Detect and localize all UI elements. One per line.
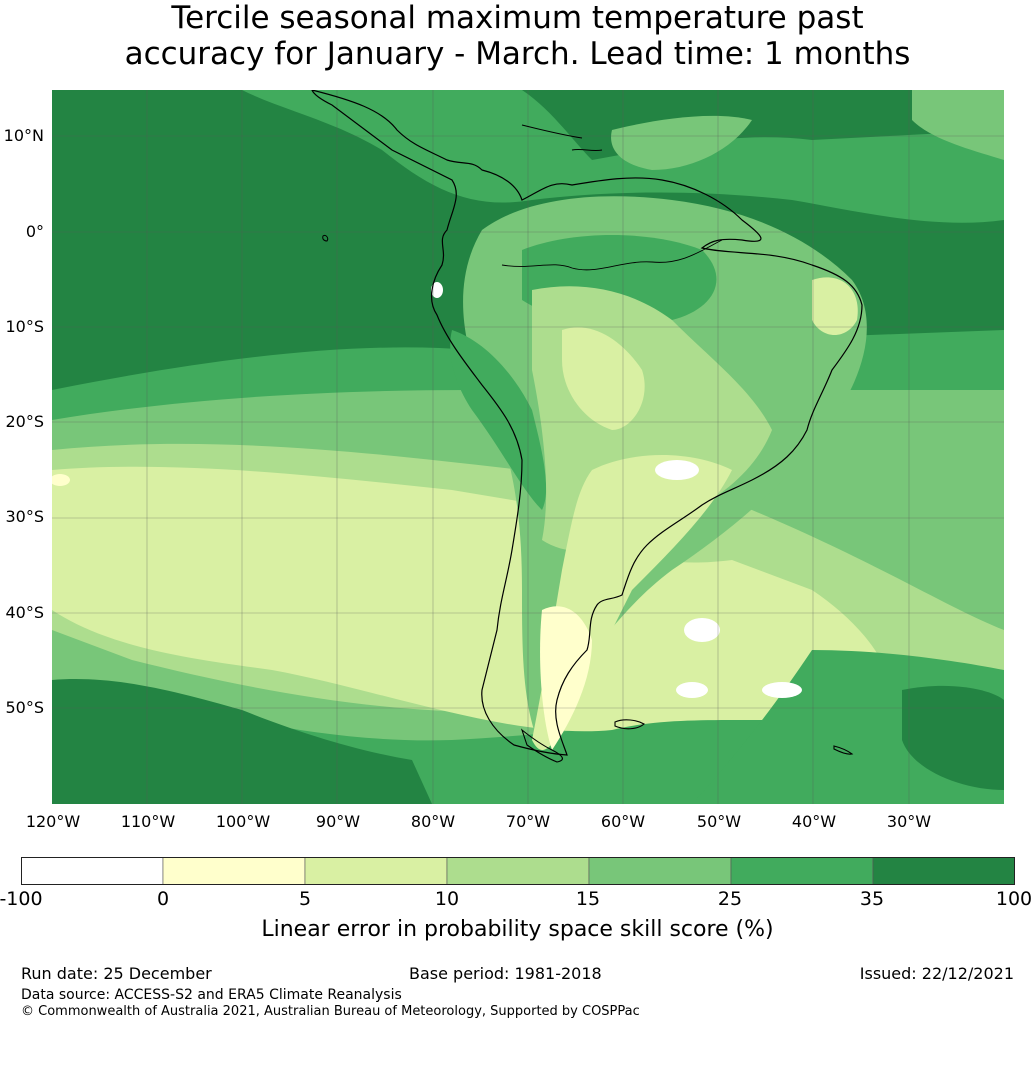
colorbar-frame <box>21 857 1015 885</box>
skill-spot-white-2 <box>684 618 720 642</box>
skill-region-band-cream <box>52 466 889 732</box>
colorbar-tick-label: 35 <box>859 888 885 910</box>
lat-label: 10°S <box>5 317 44 336</box>
skill-spot-white-3 <box>676 682 708 698</box>
lon-label: 30°W <box>886 812 932 831</box>
lon-label: 40°W <box>791 812 837 831</box>
coastline-tierra-del-fuego <box>520 728 563 763</box>
colorbar-segment <box>730 857 874 885</box>
skill-region-ne-light <box>912 90 1004 160</box>
lat-label: 40°S <box>5 603 44 622</box>
lat-label: 10°N <box>3 126 44 145</box>
colorbar-segment <box>446 857 590 885</box>
skill-spot-white-6 <box>52 474 70 486</box>
skill-region-caribbean-light <box>611 115 752 170</box>
skill-score-map <box>52 90 1004 804</box>
colorbar-tick-label: 25 <box>717 888 743 910</box>
copyright: © Commonwealth of Australia 2021, Austra… <box>21 1004 640 1019</box>
skill-region-se-darker <box>902 685 1004 790</box>
colorbar-title: Linear error in probability space skill … <box>261 917 774 942</box>
lon-label: 80°W <box>410 812 456 831</box>
coastline-caribbean <box>521 124 603 152</box>
skill-spot-white-1 <box>655 460 699 480</box>
colorbar-segment <box>304 857 448 885</box>
coastline-south-america <box>311 90 863 756</box>
chart-title: Tercile seasonal maximum temperature pas… <box>0 0 1035 72</box>
lat-label: 0° <box>25 222 44 241</box>
lon-label: 70°W <box>505 812 551 831</box>
lat-label: 50°S <box>5 698 44 717</box>
colorbar-tick-label: 0 <box>156 888 170 910</box>
skill-region-interior-cream <box>562 327 645 430</box>
colorbar-segment <box>588 857 732 885</box>
colorbar-tick-label: 10 <box>434 888 460 910</box>
base-period: Base period: 1981-2018 <box>409 964 602 983</box>
coastline-falklands <box>614 719 645 730</box>
lon-label: 60°W <box>600 812 646 831</box>
colorbar-tick-label: 5 <box>298 888 312 910</box>
issued-date: Issued: 22/12/2021 <box>859 964 1014 983</box>
data-source: Data source: ACCESS-S2 and ERA5 Climate … <box>21 987 402 1003</box>
lon-label: 110°W <box>120 812 176 831</box>
title-line-1: Tercile seasonal maximum temperature pas… <box>171 0 864 36</box>
lat-label: 30°S <box>5 507 44 526</box>
lon-label: 100°W <box>215 812 271 831</box>
skill-spot-white-5 <box>431 282 443 298</box>
skill-region-ne-brazil-cream <box>812 277 858 335</box>
lat-label: 20°S <box>5 412 44 431</box>
colorbar-tick-label: 100 <box>995 888 1033 910</box>
colorbar-tick-label: 15 <box>575 888 601 910</box>
river-amazon <box>501 239 723 271</box>
lon-label: 120°W <box>25 812 81 831</box>
colorbar-segment <box>21 857 164 885</box>
skill-spot-white-4 <box>762 682 802 698</box>
graticule <box>52 90 1004 804</box>
title-line-2: accuracy for January - March. Lead time:… <box>124 36 911 72</box>
coastline-galapagos <box>322 235 329 242</box>
run-date: Run date: 25 December <box>21 964 212 983</box>
lon-label: 50°W <box>696 812 742 831</box>
coastline-south-georgia <box>833 745 854 755</box>
colorbar <box>21 857 1015 885</box>
lon-label: 90°W <box>315 812 361 831</box>
colorbar-tick-label: -100 <box>0 888 43 910</box>
colorbar-segment <box>872 857 1015 885</box>
colorbar-segment <box>162 857 306 885</box>
